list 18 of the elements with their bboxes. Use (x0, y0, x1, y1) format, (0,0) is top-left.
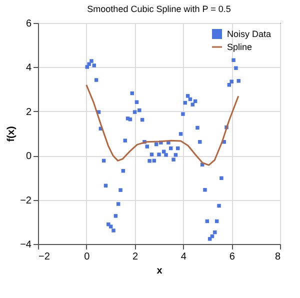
x-axis-title: x (156, 266, 163, 276)
chart-title: Smoothed Cubic Spline with P = 0.5 (87, 4, 231, 14)
x-tick-label: 8 (274, 252, 281, 262)
y-tick-label: −2 (20, 195, 32, 206)
x-tick-label: 2 (132, 252, 139, 262)
y-tick-label: 2 (26, 106, 32, 118)
x-tick-label: −2 (38, 252, 50, 262)
x-tick-label: 4 (180, 252, 187, 262)
x-tick-label: 0 (84, 252, 90, 262)
legend-label: Spline (227, 42, 252, 52)
legend-label: Noisy Data (227, 29, 272, 39)
y-tick-label: 0 (26, 151, 32, 162)
y-tick-label: 4 (26, 62, 32, 74)
x-tick-label: 6 (229, 252, 236, 262)
y-tick-label: −4 (20, 240, 32, 250)
y-axis-title: f(x) (6, 126, 18, 142)
y-tick-label: 6 (26, 18, 32, 30)
line-series (86, 84, 240, 166)
